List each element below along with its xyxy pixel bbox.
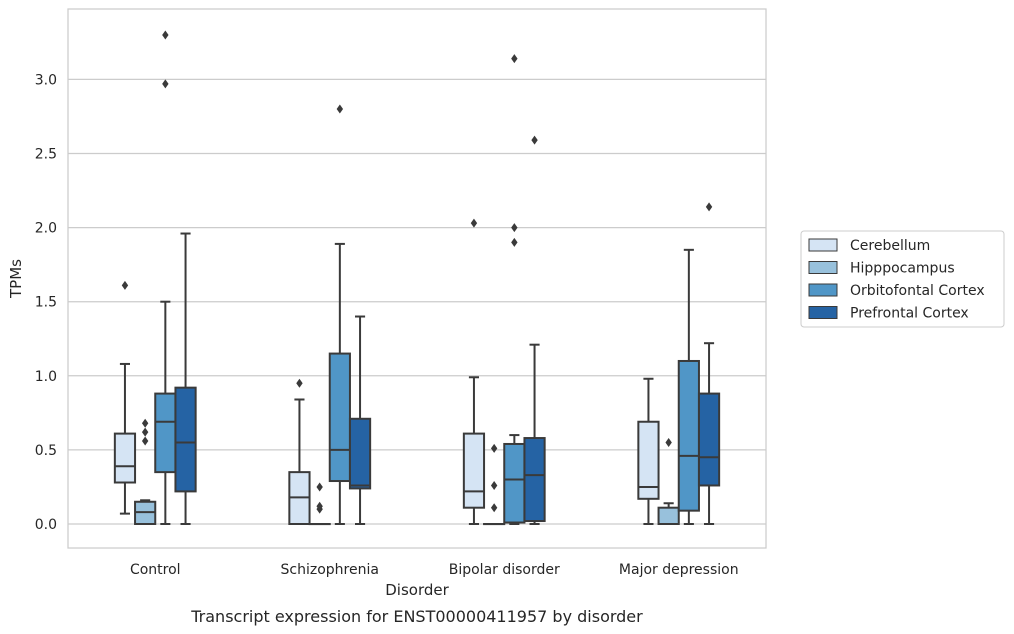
box-body bbox=[523, 437, 546, 523]
box-cerebellum-1 bbox=[288, 378, 311, 526]
x-tick-label: Bipolar disorder bbox=[449, 562, 560, 578]
y-tick-label: 1.0 bbox=[35, 369, 57, 385]
outlier-marker bbox=[511, 223, 518, 233]
boxes bbox=[113, 30, 721, 526]
outlier-marker bbox=[490, 480, 498, 490]
box-hipppocampus-0 bbox=[134, 418, 157, 525]
x-tick-labels: Control Schizophrenia Bipolar disorder Majo… bbox=[130, 562, 739, 578]
outlier-marker bbox=[531, 135, 538, 145]
y-tick-label: 1.5 bbox=[35, 295, 57, 311]
legend-swatch bbox=[808, 238, 838, 252]
outlier-marker bbox=[141, 418, 149, 428]
box-hipppocampus-1 bbox=[308, 482, 331, 526]
y-tick-label: 0.5 bbox=[35, 443, 57, 459]
outlier-marker bbox=[121, 280, 129, 290]
y-tick-label: 2.0 bbox=[35, 221, 57, 237]
outlier-marker bbox=[296, 378, 303, 388]
legend-label: Orbitofontal Cortex bbox=[850, 283, 985, 299]
outlier-marker bbox=[511, 54, 518, 64]
legend-label: Hipppocampus bbox=[850, 261, 955, 277]
box-body bbox=[657, 506, 680, 525]
box-prefrontal-cortex-0 bbox=[174, 232, 197, 525]
x-axis-title: Disorder bbox=[385, 581, 449, 599]
plot-frame bbox=[67, 8, 767, 549]
x-tick-label: Control bbox=[130, 562, 181, 578]
outlier-marker bbox=[162, 30, 169, 40]
outlier-marker bbox=[511, 237, 518, 247]
box-prefrontal-cortex-1 bbox=[348, 315, 372, 525]
box-body bbox=[637, 420, 660, 500]
outlier-marker bbox=[665, 437, 672, 447]
y-tick-label: 3.0 bbox=[35, 72, 57, 88]
outlier-marker bbox=[162, 79, 169, 89]
figure-caption: Transcript expression for ENST0000041195… bbox=[190, 607, 643, 626]
outlier-marker bbox=[705, 202, 713, 212]
x-tick-label: Major depression bbox=[619, 562, 739, 578]
box-cerebellum-2 bbox=[462, 218, 486, 525]
box-body bbox=[503, 442, 526, 524]
outlier-marker bbox=[336, 104, 344, 114]
box-cerebellum-3 bbox=[637, 377, 660, 525]
outlier-marker bbox=[141, 436, 149, 446]
box-body bbox=[677, 359, 700, 512]
legend-swatch bbox=[808, 306, 838, 319]
box-body bbox=[697, 392, 721, 487]
y-axis-title: TPMs bbox=[7, 259, 25, 299]
outlier-marker bbox=[470, 218, 478, 228]
x-tick-label: Schizophrenia bbox=[281, 562, 379, 578]
box-hipppocampus-2 bbox=[483, 443, 506, 526]
box-prefrontal-cortex-2 bbox=[523, 135, 546, 525]
box-orbitofontal-cortex-1 bbox=[328, 104, 351, 525]
y-tick-label: 2.5 bbox=[35, 147, 57, 163]
outlier-marker bbox=[316, 501, 323, 511]
y-tick-label: 0.0 bbox=[35, 517, 57, 533]
box-hipppocampus-3 bbox=[657, 437, 680, 525]
box-body bbox=[113, 432, 137, 484]
box-body bbox=[174, 386, 197, 493]
outlier-marker bbox=[141, 427, 149, 437]
legend-swatch bbox=[808, 283, 838, 297]
legend-frame bbox=[800, 230, 1005, 328]
box-prefrontal-cortex-3 bbox=[697, 202, 721, 525]
legend-label: Cerebellum bbox=[850, 238, 930, 254]
box-body bbox=[154, 392, 177, 474]
legend-swatch bbox=[808, 261, 838, 274]
legend-label: Prefrontal Cortex bbox=[850, 306, 969, 322]
outlier-marker bbox=[490, 503, 498, 513]
outlier-marker bbox=[490, 443, 498, 453]
box-cerebellum-0 bbox=[113, 280, 137, 515]
box-orbitofontal-cortex-0 bbox=[154, 30, 177, 525]
box-body bbox=[328, 352, 351, 483]
legend: Cerebellum Hipppocampus Orbitofontal Corte… bbox=[800, 230, 1005, 328]
y-tick-labels: 0.0 0.5 1.0 1.5 2.0 2.5 3.0 bbox=[35, 72, 57, 533]
box-body bbox=[348, 417, 372, 490]
box-orbitofontal-cortex-2 bbox=[503, 54, 526, 525]
outlier-marker bbox=[316, 482, 323, 492]
box-orbitofontal-cortex-3 bbox=[677, 248, 700, 525]
box-body bbox=[462, 432, 486, 509]
